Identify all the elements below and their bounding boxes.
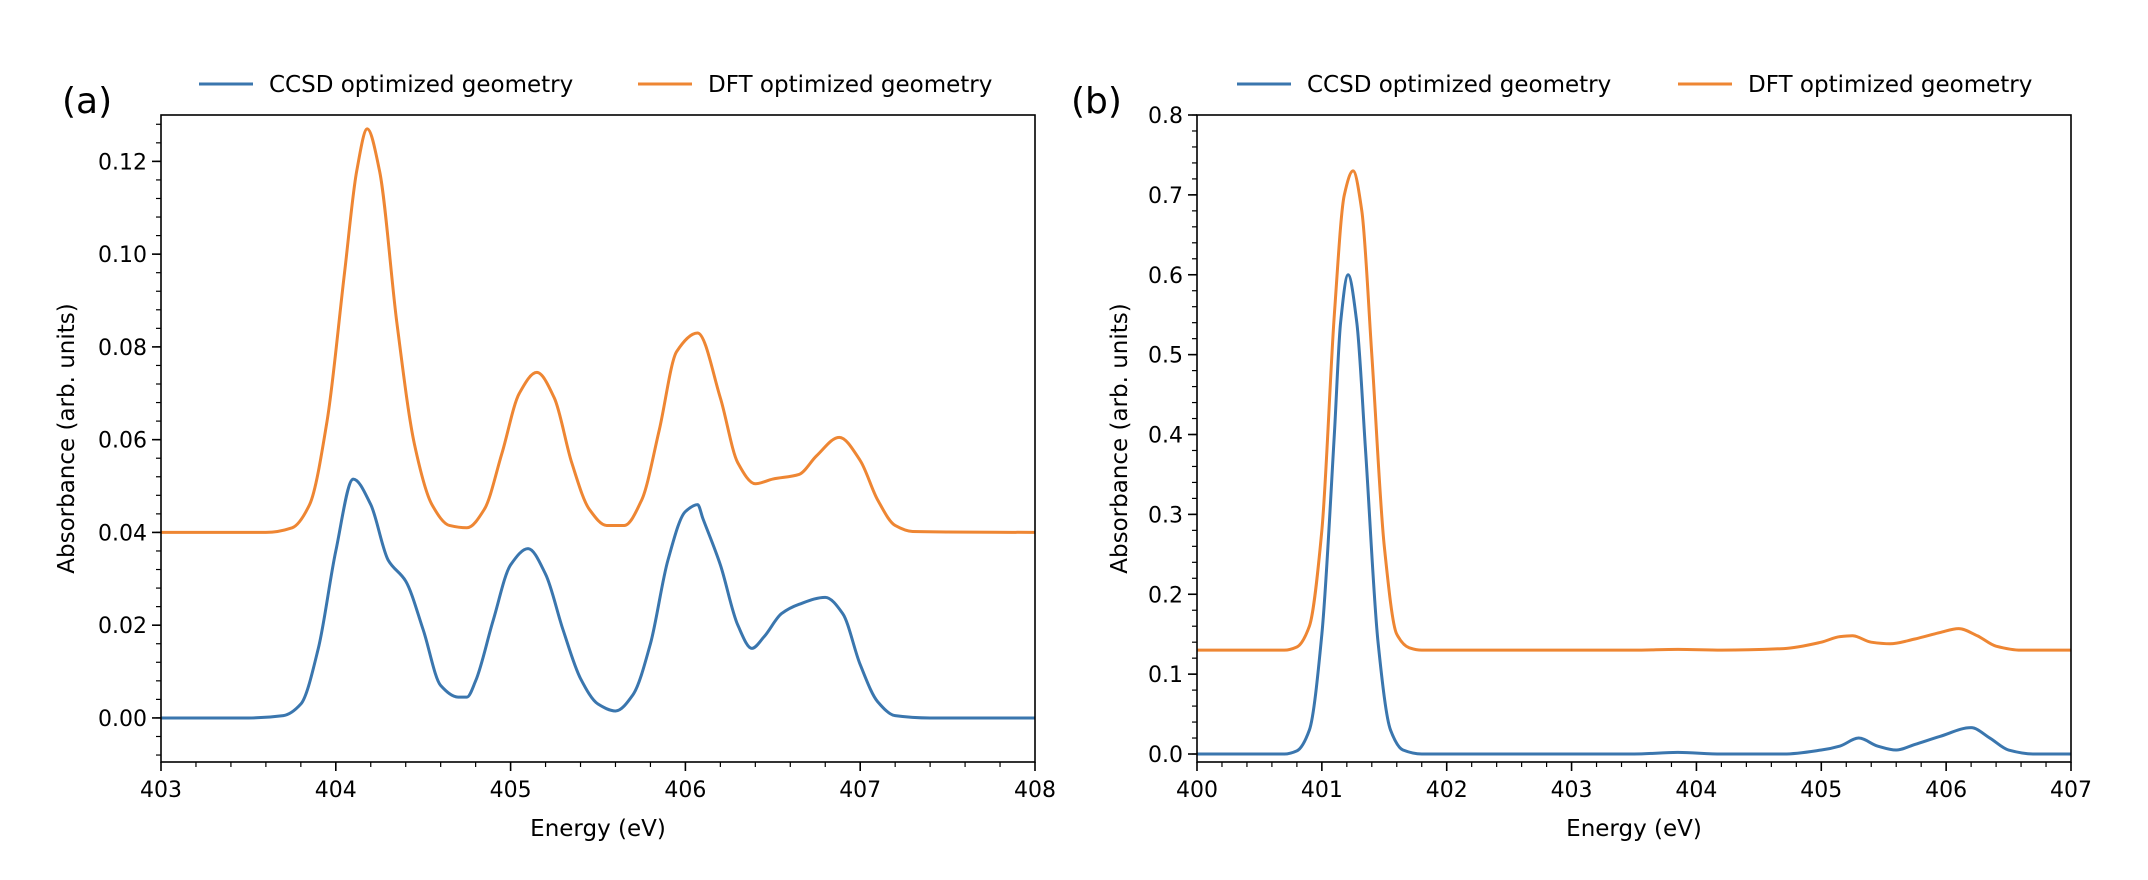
panel-b: (b) CCSD optimized geometry DFT optimize… (1071, 72, 2092, 842)
panel-a-legend-label-dft: DFT optimized geometry (708, 72, 992, 98)
panel-b-series-dft-line (1197, 169, 2071, 652)
panel-a-series (161, 127, 1035, 720)
panel-a-ytick-label-0: 0.00 (98, 707, 147, 732)
panel-a-legend: CCSD optimized geometry DFT optimized ge… (199, 72, 992, 98)
panel-a-xtick-label-1: 404 (315, 778, 357, 803)
panel-a-ytick-label-6: 0.12 (98, 150, 147, 175)
panel-a-ytick-label-1: 0.02 (98, 614, 147, 639)
panel-b-ytick-label-3: 0.3 (1148, 503, 1183, 528)
panel-b-label: (b) (1071, 81, 1122, 122)
panel-b-xtick-label-0: 400 (1176, 778, 1218, 803)
panel-b-ticks: 400 401 402 403 404 405 406 407 0.0 0.1 0.2 0.3 0.4 0… (1148, 104, 2092, 803)
panel-a-series-dft-line (161, 127, 1035, 534)
panel-b-xtick-label-5: 405 (1800, 778, 1842, 803)
panel-b-xtick-label-2: 402 (1426, 778, 1468, 803)
panel-a-xtick-label-3: 406 (664, 778, 706, 803)
panel-b-series (1197, 169, 2071, 756)
panel-b-ytick-label-7: 0.7 (1148, 184, 1183, 209)
panel-b-xtick-label-7: 407 (2050, 778, 2092, 803)
panel-b-legend-label-dft: DFT optimized geometry (1748, 72, 2032, 98)
panel-b-ylabel: Absorbance (arb. units) (1107, 303, 1133, 574)
panel-b-xtick-label-3: 403 (1551, 778, 1593, 803)
panel-a-series-ccsd-line (161, 477, 1035, 720)
panel-a-ytick-label-5: 0.10 (98, 243, 147, 268)
panel-a-frame (160, 114, 1036, 763)
panel-b-ytick-label-5: 0.5 (1148, 344, 1183, 369)
panel-b-xlabel: Energy (eV) (1566, 816, 1702, 842)
panel-b-xtick-label-1: 401 (1301, 778, 1343, 803)
panel-b-xtick-label-4: 404 (1675, 778, 1717, 803)
panel-a-ytick-label-2: 0.04 (98, 521, 147, 546)
panel-b-ytick-label-0: 0.0 (1148, 743, 1183, 768)
panel-b-series-ccsd-line (1197, 273, 2071, 756)
panel-b-ytick-label-4: 0.4 (1148, 424, 1183, 449)
panel-a-xtick-label-5: 408 (1014, 778, 1056, 803)
panel-a: (a) CCSD optimized geometry DFT optimize… (54, 72, 1056, 842)
panel-a-xlabel: Energy (eV) (530, 816, 666, 842)
panel-a-label: (a) (62, 81, 112, 122)
panel-a-ytick-label-4: 0.08 (98, 336, 147, 361)
panel-b-xtick-label-6: 406 (1925, 778, 1967, 803)
panel-a-ytick-label-3: 0.06 (98, 429, 147, 454)
panel-a-legend-label-ccsd: CCSD optimized geometry (269, 72, 573, 98)
panel-a-xtick-label-0: 403 (140, 778, 182, 803)
panel-b-legend: CCSD optimized geometry DFT optimized ge… (1237, 72, 2032, 98)
panel-b-frame (1196, 114, 2072, 763)
panel-a-xtick-label-4: 407 (839, 778, 881, 803)
panel-b-ytick-label-2: 0.2 (1148, 583, 1183, 608)
panel-a-ticks: 403 404 405 406 407 408 0.00 0.02 0.04 0.06 0.08 0.… (98, 123, 1056, 803)
panel-a-ylabel: Absorbance (arb. units) (54, 303, 80, 574)
panel-b-ytick-label-6: 0.6 (1148, 264, 1183, 289)
panel-b-ytick-label-8: 0.8 (1148, 104, 1183, 129)
panel-a-xtick-label-2: 405 (490, 778, 532, 803)
panel-b-ytick-label-1: 0.1 (1148, 663, 1183, 688)
panel-b-legend-label-ccsd: CCSD optimized geometry (1307, 72, 1611, 98)
